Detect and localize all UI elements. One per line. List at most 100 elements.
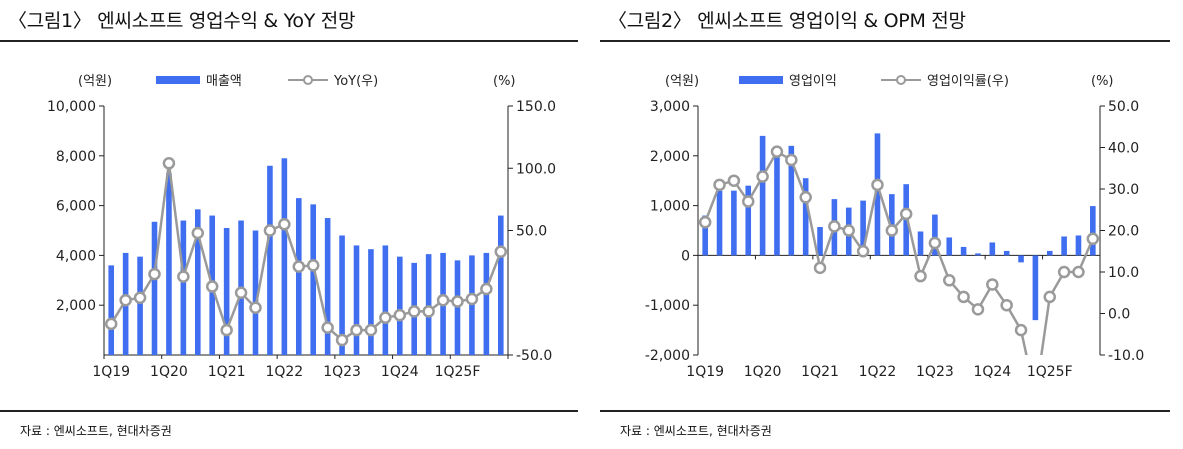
left-tick-label: 6,000 [56,199,96,215]
bar-1Q19 [108,265,115,355]
legend-bar-label: 영업이익 [789,74,837,89]
line-point-3Q24 [1014,323,1028,337]
bar-2Q19 [716,190,723,256]
x-tick-label: 1Q23 [323,364,361,380]
line-point-4Q22 [914,269,927,283]
legend-line-label: YoY(우) [333,74,378,89]
line-point-4Q19 [742,195,755,208]
line-point-1Q25F [451,295,464,308]
line-point-4Q21 [856,245,870,258]
chart-title: 〈그림2〉 엔씨소프트 영업이익 & OPM 전망 [608,10,966,32]
x-tick-label: 1Q24 [973,364,1011,380]
legend-bar-swatch [739,76,783,84]
right-axis-unit: (%) [1091,74,1114,89]
right-tick-label: 20.0 [1108,224,1139,240]
operating-profit-chart: (억원) (%) 영업이익 영업이익률(우) -2,000 -1,000 0 1,000 2,0… [645,74,1144,380]
line-point-3Q20 [191,226,205,240]
bar-2Q23 [353,245,360,355]
line-point-3Q19 [727,174,741,187]
line-series [704,149,1094,355]
bar-4Q23 [975,253,981,256]
bar-1Q22 [281,158,288,355]
x-tick-label: 1Q25F [435,364,481,380]
line-point-4Q25F [494,245,508,258]
right-tick-label: 50.0 [1108,99,1139,115]
source-rule [600,410,1170,412]
x-tick-label: 1Q21 [208,364,246,380]
line-point-3Q21 [249,301,262,314]
x-tick-label: 1Q20 [150,364,188,380]
line-point-1Q25F [1043,290,1056,304]
line-point-1Q24 [986,278,999,291]
bar-4Q19 [745,185,752,256]
line-point-1Q22 [871,178,884,192]
left-tick-label: 3,000 [650,99,690,115]
line-point-1Q20 [756,170,769,183]
line-point-2Q24 [1000,298,1013,312]
line-point-4Q20 [205,280,219,293]
bar-3Q19 [731,190,737,256]
right-tick-label: 10.0 [1108,265,1139,281]
bar-1Q23 [339,235,345,355]
left-tick-label: 2,000 [650,149,690,165]
line-point-2Q21 [828,220,841,233]
source-note: 자료 : 엔씨소프트, 현대차증권 [20,424,172,438]
line-point-2Q19 [119,293,132,307]
left-axis-unit: (억원) [665,74,699,89]
line-point-1Q19 [698,215,712,229]
line-point-4Q19 [148,267,161,281]
x-tick-label: 1Q19 [92,364,130,380]
title-rule [0,40,578,42]
source-note: 자료 : 엔씨소프트, 현대차증권 [620,424,772,438]
bar-3Q20 [788,145,795,256]
line-point-3Q21 [842,224,855,237]
left-tick-label: -1,000 [645,298,690,314]
bar-2Q25F [1061,236,1067,256]
bar-4Q25F [497,215,504,355]
bar-3Q21 [252,230,259,355]
line-point-3Q25F [480,282,493,296]
bar-3Q24 [425,254,432,355]
line-point-1Q21 [220,323,233,337]
title-rule [600,40,1170,42]
line-point-4Q23 [379,311,392,324]
left-tick-label: 2,000 [56,298,96,314]
line-point-2Q24 [407,305,421,318]
left-tick-label: 8,000 [56,149,96,165]
left-tick-label: 1,000 [650,199,690,215]
line-point-3Q25F [1072,265,1085,279]
line-point-3Q20 [785,153,798,167]
left-tick-label: 0 [681,248,690,264]
bar-1Q19 [702,215,708,256]
line-point-1Q23 [335,333,349,347]
chart-title: 〈그림1〉 엔씨소프트 영업수익 & YoY 전망 [8,10,356,32]
left-tick-label: -2,000 [645,348,690,364]
bar-3Q23 [368,249,374,355]
right-tick-label: 50.0 [516,224,547,240]
line-point-2Q20 [177,270,190,283]
bar-4Q21 [267,165,273,355]
left-axis-unit: (억원) [78,74,112,89]
x-tick-label: 1Q22 [265,364,303,380]
line-point-2Q21 [234,286,248,299]
legend-line-label: 영업이익률(우) [927,74,1009,89]
bar-3Q23 [960,246,967,256]
line-point-3Q24 [422,305,435,318]
bar-2Q20 [180,220,187,355]
x-tick-label: 1Q25F [1027,364,1073,380]
bar-1Q23 [932,214,938,256]
right-tick-label: 30.0 [1108,182,1139,198]
bar-4Q24 [1032,255,1039,321]
right-tick-label: 150.0 [516,99,556,115]
bar-1Q25F [1046,250,1053,256]
right-axis-unit: (%) [493,74,516,89]
line-point-1Q23 [928,236,942,250]
line-point-4Q25F [1086,232,1100,246]
line-point-2Q25F [465,292,479,306]
right-tick-label: 0.0 [1108,307,1130,323]
bar-1Q21 [223,228,230,355]
line-point-2Q23 [943,274,956,287]
bar-4Q23 [382,245,389,355]
chart-panel-revenue: 〈그림1〉 엔씨소프트 영업수익 & YoY 전망 (억원) (%) 매출액 YoY(… [0,0,578,449]
line-point-1Q19 [104,317,118,331]
